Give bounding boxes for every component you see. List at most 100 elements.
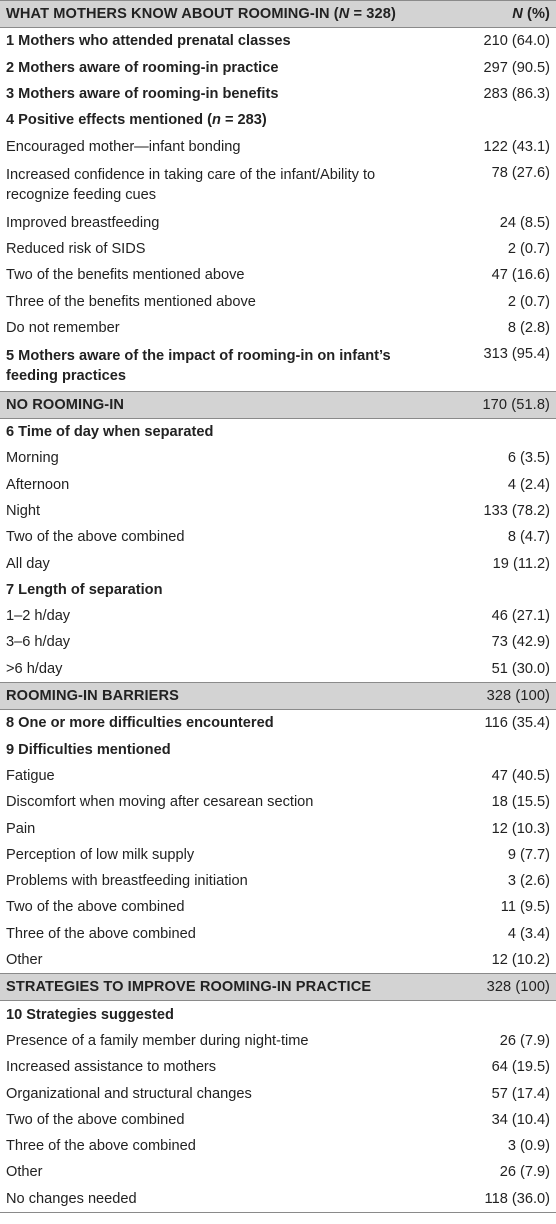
row-value: 313 (95.4) [483,345,550,362]
row-label: Three of the above combined [6,925,196,942]
row-label: 2 Mothers aware of rooming-in practice [6,59,279,76]
row-value: 46 (27.1) [491,608,550,625]
row-value: 118 (36.0) [444,1185,556,1213]
table-row: Increased confidence in taking care of t… [0,160,556,210]
row-value: 9 (7.7) [507,846,550,863]
row-value: 116 (35.4) [484,715,550,732]
row-value [444,107,556,133]
row-label: 10 Strategies suggested [6,1006,174,1023]
section-header-rooming-in-barriers: ROOMING-IN BARRIERS [0,681,444,711]
row-value: 3 (0.9) [507,1138,550,1155]
table-row: Increased assistance to mothers 64 (19.5… [0,1054,556,1080]
row-label: All day [6,555,50,572]
table-row: All day 19 (11.2) [0,550,556,576]
row-value: 24 (8.5) [499,214,550,231]
row-label: Morning [6,450,59,467]
table-row: Three of the benefits mentioned above 2 … [0,288,556,314]
row-label: Three of the above combined [6,1138,196,1155]
row-value: 19 (11.2) [492,555,550,572]
table-row: Pain 12 (10.3) [0,815,556,841]
section-header-strategies: STRATEGIES TO IMPROVE ROOMING-IN PRACTIC… [0,973,444,1002]
row-value: 133 (78.2) [483,502,550,519]
table-row: Three of the above combined 3 (0.9) [0,1133,556,1159]
table-row: Fatigue 47 (40.5) [0,763,556,789]
row-label: Perception of low milk supply [6,846,195,863]
section-header-knowledge: WHAT MOTHERS KNOW ABOUT ROOMING-IN (n = … [0,0,444,29]
row-value: 2 (0.7) [507,293,550,310]
row-value: 2 (0.7) [507,240,550,257]
table-row: >6 h/day 51 (30.0) [0,656,556,683]
row-label: Two of the above combined [6,1111,185,1128]
row-value: 122 (43.1) [483,138,550,155]
table-row: Organizational and structural changes 57… [0,1080,556,1106]
table-row: Problems with breastfeeding initiation 3… [0,868,556,894]
table-row: Two of the benefits mentioned above 47 (… [0,262,556,288]
row-value: 26 (7.9) [499,1164,550,1181]
table-row: Two of the above combined 34 (10.4) [0,1107,556,1133]
table-row: 1–2 h/day 46 (27.1) [0,603,556,629]
row-value: 6 (3.5) [507,450,550,467]
row-label: 4 Positive effects mentioned (n = 283) [6,112,267,129]
row-value: 18 (15.5) [491,794,550,811]
row-label: Increased confidence in taking care of t… [6,166,376,203]
row-value [444,577,556,603]
table-row: Presence of a family member during night… [0,1028,556,1054]
row-label: Improved breastfeeding [6,214,160,231]
table-row: 7 Length of separation [0,577,556,603]
table-row: Two of the above combined 8 (4.7) [0,524,556,550]
table-row: Afternoon 4 (2.4) [0,472,556,498]
table-row: Improved breastfeeding 24 (8.5) [0,209,556,235]
row-label: 7 Length of separation [6,581,163,598]
table-row: Morning 6 (3.5) [0,445,556,471]
row-label: Do not remember [6,319,120,336]
row-label: Two of the above combined [6,899,185,916]
table-row: Three of the above combined 4 (3.4) [0,921,556,947]
row-value: 8 (2.8) [507,319,550,336]
column-header-n-percent: N (%) [444,0,556,29]
row-label: 5 Mothers aware of the impact of rooming… [6,347,391,384]
section-header-row: NO ROOMING-IN 170 (51.8) [0,390,556,419]
row-label: Night [6,502,41,519]
table-row: 3–6 h/day 73 (42.9) [0,629,556,655]
section-header-row: STRATEGIES TO IMPROVE ROOMING-IN PRACTIC… [0,973,556,1002]
table-row: Two of the above combined 11 (9.5) [0,894,556,920]
table-row: Other 12 (10.2) [0,947,556,974]
row-value [444,737,556,763]
row-value: 73 (42.9) [491,634,550,651]
row-value: 12 (10.3) [491,820,550,837]
row-label: Pain [6,820,36,837]
row-value: 12 (10.2) [491,952,550,969]
row-label: Reduced risk of SIDS [6,240,146,257]
row-label: Encouraged mother—infant bonding [6,138,241,155]
row-value: 3 (2.6) [507,873,550,890]
table-row: 9 Difficulties mentioned [0,737,556,763]
row-value: 4 (2.4) [507,476,550,493]
row-label: 6 Time of day when separated [6,424,214,441]
row-label: Fatigue [6,767,55,784]
row-value: 47 (40.5) [491,767,550,784]
section-header-no-rooming-in: NO ROOMING-IN [0,390,444,419]
row-label: 1 Mothers who attended prenatal classes [6,33,291,50]
table-row: Encouraged mother—infant bonding 122 (43… [0,133,556,159]
section-header-row: ROOMING-IN BARRIERS 328 (100) [0,681,556,711]
table-row: 1 Mothers who attended prenatal classes … [0,28,556,55]
row-label: Organizational and structural changes [6,1085,252,1102]
row-value: 210 (64.0) [483,33,550,50]
row-label: Two of the benefits mentioned above [6,267,245,284]
row-label: Other [6,952,43,969]
row-label: >6 h/day [6,660,63,677]
row-label: 3 Mothers aware of rooming-in benefits [6,86,279,103]
table-row: 4 Positive effects mentioned (n = 283) [0,107,556,133]
row-label: Discomfort when moving after cesarean se… [6,794,314,811]
table-header-row: WHAT MOTHERS KNOW ABOUT ROOMING-IN (n = … [0,0,556,29]
row-label: 1–2 h/day [6,608,71,625]
table-row: 5 Mothers aware of the impact of rooming… [0,341,556,391]
row-label: 8 One or more difficulties encountered [6,715,274,732]
row-label: 9 Difficulties mentioned [6,741,171,758]
table-row: Other 26 (7.9) [0,1159,556,1185]
table-row: Night 133 (78.2) [0,498,556,524]
row-value: 328 (100) [444,973,556,1002]
table-row: No changes needed 118 (36.0) [0,1185,556,1213]
row-label: Presence of a family member during night… [6,1032,309,1049]
